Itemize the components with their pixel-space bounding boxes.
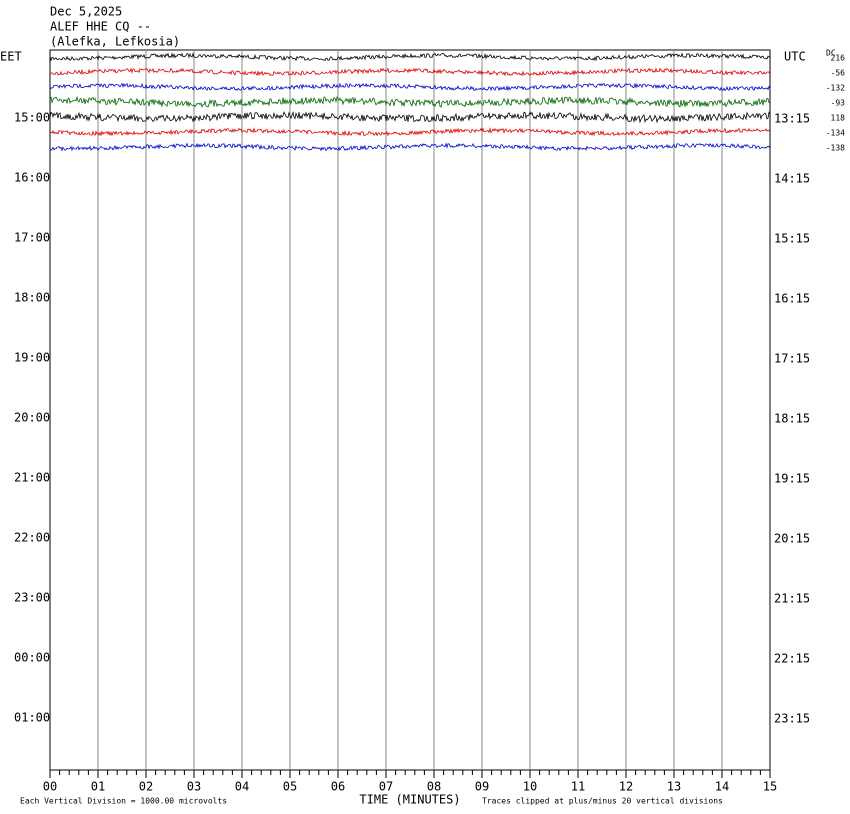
x-axis-title: TIME (MINUTES) xyxy=(359,793,460,807)
left-time-label: 23:00 xyxy=(14,591,50,605)
left-time-label: 21:00 xyxy=(14,471,50,485)
trace xyxy=(49,110,771,124)
right-time-label: 15:15 xyxy=(774,232,810,246)
right-time-label: 16:15 xyxy=(774,292,810,306)
x-tick-label: 02 xyxy=(139,780,153,794)
left-time-label: 00:00 xyxy=(14,651,50,665)
dc-offset: -134 xyxy=(826,129,845,138)
left-time-label: 19:00 xyxy=(14,351,50,365)
right-time-label: 17:15 xyxy=(774,352,810,366)
right-time-label: 20:15 xyxy=(774,532,810,546)
right-time-label: 21:15 xyxy=(774,592,810,606)
x-tick-label: 09 xyxy=(475,780,489,794)
x-tick-label: 10 xyxy=(523,780,537,794)
plot-frame xyxy=(49,49,771,771)
x-tick-label: 13 xyxy=(667,780,681,794)
date: Dec 5,2025 xyxy=(50,5,122,19)
x-tick-label: 01 xyxy=(91,780,105,794)
dc-offset: -132 xyxy=(826,84,845,93)
x-tick-label: 04 xyxy=(235,780,249,794)
right-time-label: 22:15 xyxy=(774,652,810,666)
scale-note: Each Vertical Division = 1000.00 microvo… xyxy=(20,797,227,806)
left-time-label: 01:00 xyxy=(14,711,50,725)
x-tick-label: 14 xyxy=(715,780,729,794)
station: ALEF HHE CQ -- xyxy=(50,20,151,34)
x-tick-label: 08 xyxy=(427,780,441,794)
x-tick-label: 00 xyxy=(43,780,57,794)
trace xyxy=(49,127,771,137)
clip-note: Traces clipped at plus/minus 20 vertical… xyxy=(482,797,723,806)
right-time-label: 19:15 xyxy=(774,472,810,486)
left-time-label: 17:00 xyxy=(14,231,50,245)
trace xyxy=(49,67,771,77)
left-time-label: 15:00 xyxy=(14,111,50,125)
dc-offset: 118 xyxy=(831,114,846,123)
right-time-label: 14:15 xyxy=(774,172,810,186)
left-axis-title: EET xyxy=(0,50,22,64)
x-tick-label: 12 xyxy=(619,780,633,794)
x-tick-label: 07 xyxy=(379,780,393,794)
left-time-label: 22:00 xyxy=(14,531,50,545)
x-tick-label: 03 xyxy=(187,780,201,794)
right-axis-title: UTC xyxy=(784,50,806,64)
dc-offset: -56 xyxy=(831,69,846,78)
left-time-label: 16:00 xyxy=(14,171,50,185)
dc-offset: -93 xyxy=(831,99,846,108)
x-tick-label: 05 xyxy=(283,780,297,794)
right-time-label: 18:15 xyxy=(774,412,810,426)
dc-offset: 216 xyxy=(831,54,846,63)
left-time-label: 18:00 xyxy=(14,291,50,305)
trace xyxy=(49,52,771,62)
location: (Alefka, Lefkosia) xyxy=(50,35,180,49)
x-tick-label: 11 xyxy=(571,780,585,794)
right-time-label: 13:15 xyxy=(774,112,810,126)
right-time-label: 23:15 xyxy=(774,712,810,726)
trace xyxy=(49,82,771,92)
trace xyxy=(49,95,770,108)
x-tick-label: 06 xyxy=(331,780,345,794)
left-time-label: 20:00 xyxy=(14,411,50,425)
trace xyxy=(49,142,771,152)
x-tick-label: 15 xyxy=(763,780,777,794)
dc-title: DC xyxy=(826,49,836,58)
dc-offset: -138 xyxy=(826,144,845,153)
